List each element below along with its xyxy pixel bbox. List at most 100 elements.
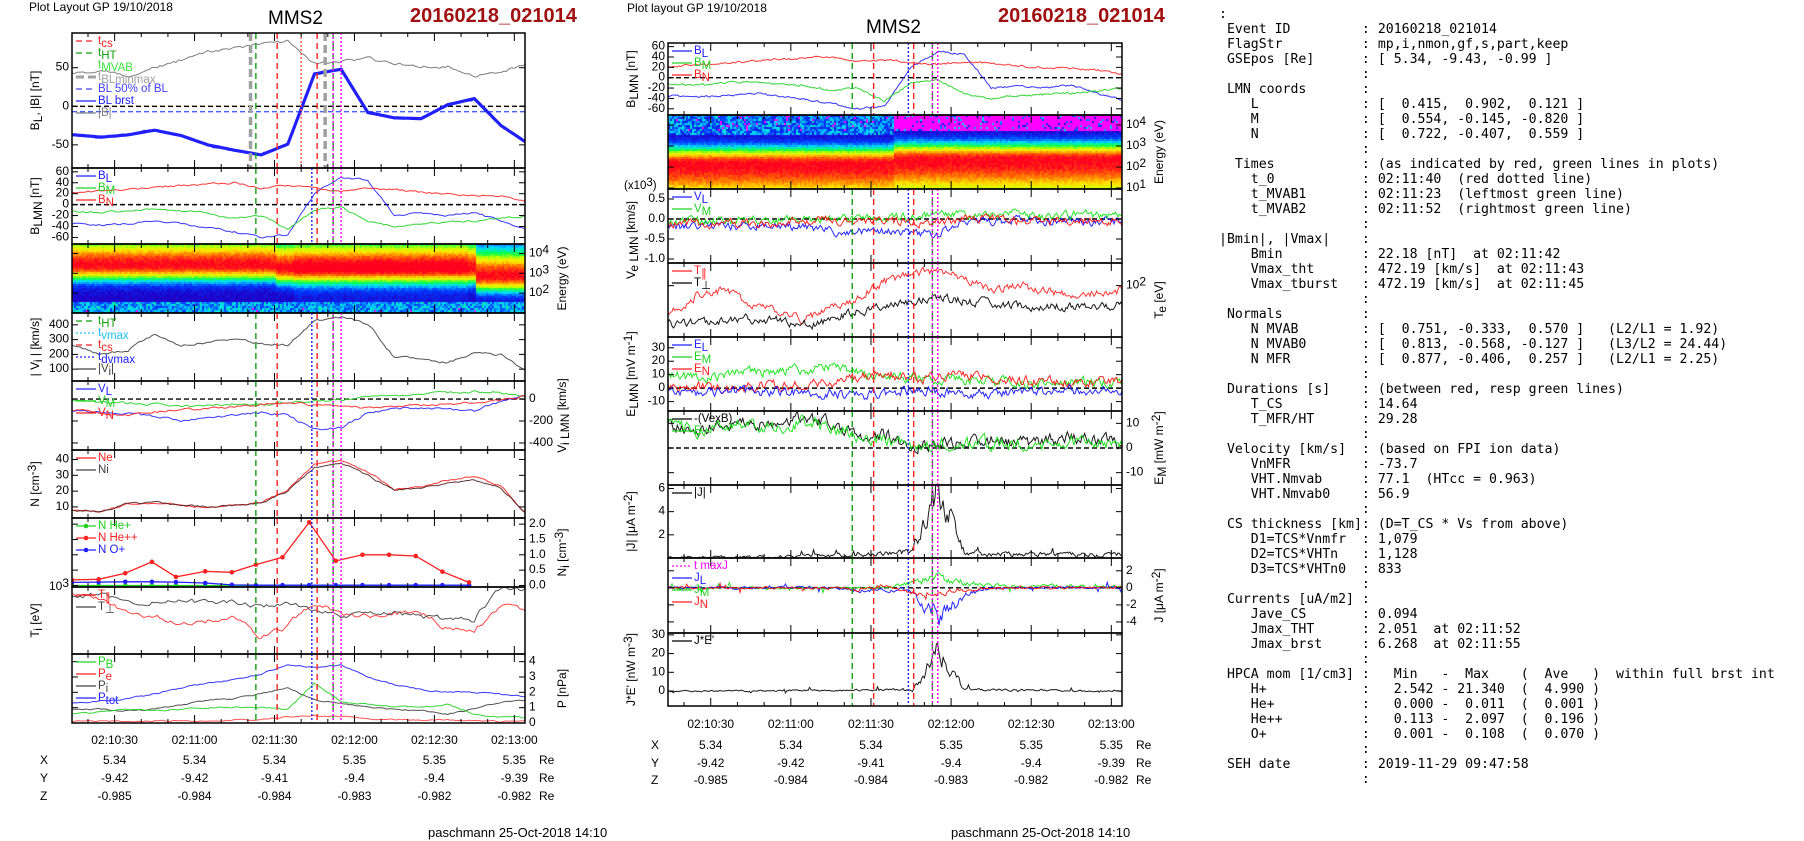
y-axis-label: ELMN [mV m-1] [621,331,641,416]
position-value: -0.984 [258,789,292,803]
panel-je: 30 20 10 0 J*E' [nW m-3] J*E' [621,627,1123,707]
middle-footer-author-date: paschmann 25-Oct-2018 14:10 [951,825,1131,840]
summary-value: (based on FPI ion data) [1377,442,1561,457]
summary-row: He+: 0.000 - 0.011 ( 0.001 ) [1219,697,1775,712]
summary-label: He++ [1219,712,1283,727]
summary-row: Velocity [km/s]: (based on FPI ion data) [1219,442,1775,457]
legend-label: N He+ [98,520,131,532]
summary-label: He+ [1219,697,1275,712]
y-tick-label: 400 [49,317,69,331]
y-tick-label: 0.0 [648,211,665,225]
summary-separator: : [1361,487,1370,502]
panel-plot-area [72,518,472,587]
summary-row: N: [ 0.722, -0.407, 0.559 ] [1219,127,1775,142]
summary-separator: : [1361,82,1370,97]
legend-marker [83,535,89,541]
summary-value: 02:11:23 (leftmost green line) [1377,187,1624,202]
summary-separator: : [1361,457,1370,472]
legend-label: Pe [98,668,112,683]
data-point [466,580,472,585]
summary-value: 472.19 [km/s] at 02:11:45 [1377,277,1585,292]
summary-row: M: [ 0.554, -0.145, -0.820 ] [1219,112,1775,127]
summary-separator: : [1361,127,1370,142]
y-axis-label: Te [eV] [1152,281,1169,318]
summary-row: LMN coords: [1219,82,1775,97]
position-row-label: Z [40,789,47,803]
summary-separator: : [1361,292,1370,307]
legend-label: T∥ [98,589,111,604]
summary-label: Velocity [km/s] [1219,442,1347,457]
summary-separator: : [1361,412,1370,427]
summary-value: (D=T_CS * Vs from above) [1377,517,1569,532]
summary-label: D1=TCS*Vnmfr [1219,532,1347,547]
legend-label: Pi [98,680,108,695]
legend-label: tBLminmax [98,71,156,86]
legend-label: EL [694,339,709,354]
summary-separator: : [1361,502,1370,517]
legend-label: BN [694,69,710,84]
position-value: 5.34 [779,738,803,752]
summary-row: Jmax_THT: 2.051 at 02:11:52 [1219,622,1775,637]
position-row-label: X [40,753,48,767]
y-axis-label: |J| [μA m-2] [621,491,638,552]
series-line-B_N [72,181,525,203]
position-value: -9.42 [181,771,209,785]
legend-label: J*E' [694,635,714,647]
legend-label: N He++ [98,532,138,544]
legend-label: BL 50% of BL [98,83,169,95]
panel-plot-area [668,263,1122,337]
summary-value: 833 [1377,562,1402,577]
series-line-T_par [72,592,525,639]
summary-label: D3=TCS*VHTn0 [1219,562,1347,577]
summary-row: : [1219,7,1775,22]
summary-separator: : [1361,367,1370,382]
data-point [229,569,235,575]
data-point [333,582,339,587]
summary-label: LMN coords [1219,82,1307,97]
summary-separator: : [1361,262,1370,277]
position-value: -9.39 [1098,756,1126,770]
summary-separator: : [1361,547,1370,562]
summary-label: t_0 [1219,172,1275,187]
summary-value: 2.542 - 21.340 ( 4.990 ) [1377,682,1601,697]
legend-label: |J| [694,487,706,499]
y-axis-label: | Vi | [km/s] [28,318,45,377]
summary-separator: : [1361,592,1370,607]
panel-plot-area [668,558,1122,633]
summary-row: Jmax_brst: 6.268 at 02:11:55 [1219,637,1775,652]
position-value: 5.35 [423,753,447,767]
position-value: 5.35 [343,753,367,767]
summary-separator: : [1361,172,1370,187]
position-row-label: Y [651,756,659,770]
summary-label: Vmax_tburst [1219,277,1339,292]
position-value: 5.35 [1020,738,1044,752]
summary-separator: : [1361,742,1370,757]
panel-frame [667,262,1123,338]
left-footer-author-date: paschmann 25-Oct-2018 14:10 [428,825,608,840]
panel-plot-area [668,411,1122,485]
summary-row: VHT.Nmvab0: 56.9 [1219,487,1775,502]
summary-label: H+ [1219,682,1267,697]
position-row-label: Z [651,773,658,787]
summary-separator: : [1361,247,1370,262]
summary-label: L [1219,97,1259,112]
summary-separator: : [1361,652,1370,667]
summary-separator: : [1219,7,1227,22]
summary-value: [ 0.554, -0.145, -0.820 ] [1377,112,1585,127]
left-event-title: 20160218_021014 [410,5,577,27]
data-point [173,583,179,587]
summary-row: L: [ 0.415, 0.902, 0.121 ] [1219,97,1775,112]
position-value: -0.982 [497,789,531,803]
legend-label: |Vi| [98,363,114,378]
legend-label: |B| [98,107,112,119]
legend-label: BM [694,57,711,72]
position-value: -9.4 [1021,756,1042,770]
panel-plot-area [668,43,1122,115]
legend-label: T⊥ [98,601,115,616]
panel-ti: Ti [eV] T∥T⊥ [28,586,526,655]
summary-row: Bmin: 22.18 [nT] at 02:11:42 [1219,247,1775,262]
y-tick-label: 0 [1126,580,1133,594]
panel-frame [71,653,526,724]
